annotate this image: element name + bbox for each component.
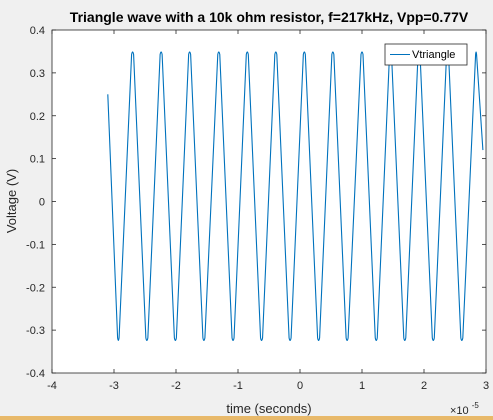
- x-tick-label: 3: [483, 380, 489, 392]
- x-tick-label: -3: [109, 380, 119, 392]
- axes-box: [51, 29, 487, 374]
- x-axis-label: time (seconds): [226, 401, 311, 416]
- x-axis-exponent-power: -5: [472, 401, 480, 410]
- y-tick-label: -0.3: [26, 325, 45, 337]
- y-tick-label: 0.4: [30, 25, 45, 37]
- legend: Vtriangle: [384, 43, 468, 66]
- y-tick-label: 0.1: [30, 154, 45, 166]
- y-tick-label: 0: [39, 197, 45, 209]
- y-tick-label: -0.1: [26, 239, 45, 251]
- y-tick-label: 0.3: [30, 68, 45, 80]
- x-tick-label: -1: [233, 380, 243, 392]
- x-tick-label: 2: [421, 380, 427, 392]
- x-tick-label: 1: [359, 380, 365, 392]
- y-tick-label: -0.4: [26, 368, 45, 380]
- x-tick-label: -4: [47, 380, 57, 392]
- y-tick-label: -0.2: [26, 282, 45, 294]
- x-tick-label: 0: [297, 380, 303, 392]
- chart-title: Triangle wave with a 10k ohm resistor, f…: [70, 9, 469, 25]
- y-axis-label: Voltage (V): [4, 169, 19, 233]
- legend-box: [384, 43, 468, 66]
- x-axis-exponent: ×10 -5: [450, 401, 479, 417]
- x-tick-label: -2: [171, 380, 181, 392]
- window-bottom-strip: [0, 416, 493, 420]
- y-tick-label: 0.2: [30, 111, 45, 123]
- legend-label-vtriangle: Vtriangle: [412, 49, 455, 61]
- x-axis-exponent-base: ×10: [450, 405, 469, 417]
